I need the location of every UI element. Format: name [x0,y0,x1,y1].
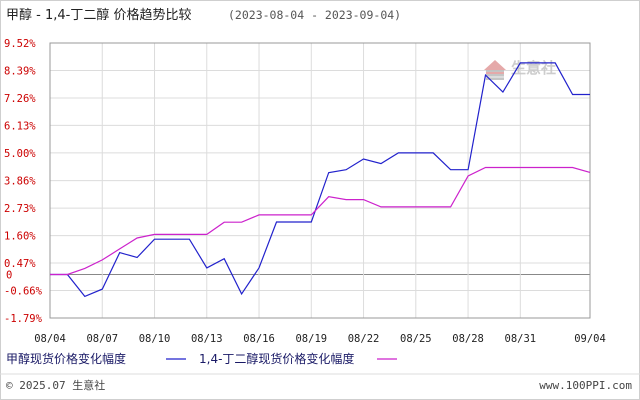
x-tick-label: 08/13 [191,333,223,345]
legend-label-methanol: 甲醇现货价格变化幅度 [6,351,126,366]
y-tick-label: 6.13% [4,120,36,132]
y-tick-label: 8.39% [4,65,36,77]
y-tick-label: 2.73% [4,203,36,215]
plot-border [49,42,591,319]
x-tick-label: 08/07 [86,333,118,345]
x-tick-label: 08/25 [400,333,432,345]
x-tick-label: 08/16 [243,333,275,345]
y-tick-label: -1.79% [4,313,43,325]
y-tick-label: 5.00% [4,148,36,160]
footer-url: www.100PPI.com [539,379,632,392]
watermark-house-icon [484,60,506,80]
y-tick-label: 0 [6,269,12,281]
series-layer [50,62,591,298]
x-tick-label: 08/22 [348,333,380,345]
x-tick-label: 08/28 [452,333,484,345]
grid-layer [49,42,591,319]
x-axis-ticks: 08/04 08/07 08/10 08/13 08/16 08/19 08/22 08/25… [34,333,606,345]
chart-date-range: (2023-08-04 - 2023-09-04) [228,8,401,22]
series-line-bdo [50,166,591,276]
y-axis-ticks: 9.52% 8.39% 7.26% 6.13% 5.00% 3.86% 2.73% 1.60%… [4,38,43,325]
y-tick-label: -0.66% [4,286,43,298]
y-tick-label: 9.52% [4,38,36,50]
x-tick-label: 08/10 [139,333,171,345]
x-tick-label: 08/31 [505,333,537,345]
legend-label-bdo: 1,4-丁二醇现货价格变化幅度 [199,351,354,366]
chart-title: 甲醇 - 1,4-丁二醇 价格趋势比较 [6,7,191,23]
y-tick-label: 7.26% [4,93,36,105]
y-tick-label: 3.86% [4,176,36,188]
y-tick-label: 0.47% [4,258,36,270]
watermark: 生意社 [484,59,556,80]
legend: 甲醇现货价格变化幅度 1,4-丁二醇现货价格变化幅度 [6,351,397,366]
x-tick-label: 08/19 [295,333,327,345]
x-tick-label: 09/04 [574,333,606,345]
footer-copyright: © 2025.07 生意社 [6,378,105,392]
y-tick-label: 1.60% [4,231,36,243]
axis-layer [49,42,591,319]
series-line-methanol [50,62,590,298]
x-tick-label: 08/04 [34,333,66,345]
